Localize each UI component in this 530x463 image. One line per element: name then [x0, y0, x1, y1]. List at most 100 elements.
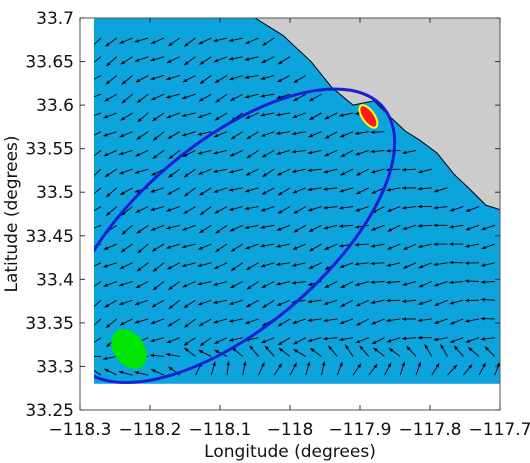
vector-arrow-head: [265, 345, 269, 351]
vector-arrow-head: [119, 133, 124, 138]
vector-arrow-head: [152, 286, 158, 291]
vector-arrow-head: [261, 59, 267, 63]
ticks: −118.3 −118.2 −118.1 −118 −117.9 −117.8 −117.7…: [25, 9, 530, 440]
vector-arrow-head: [402, 317, 407, 321]
vector-arrow-head: [150, 353, 155, 358]
vector-arrow-head: [434, 320, 439, 324]
vector-arrow-head: [417, 224, 422, 228]
vector-arrow-head: [119, 40, 124, 44]
vector-arrow-head: [198, 171, 203, 175]
vector-arrow-head: [261, 339, 266, 344]
vector-arrow-head: [402, 299, 407, 303]
vector-arrow-head: [213, 300, 218, 305]
vector-arrow-head: [119, 151, 124, 156]
vector-arrow-head: [306, 361, 311, 367]
vector-arrow-head: [167, 265, 172, 270]
vector-arrow-head: [105, 80, 111, 85]
vector-arrow-head: [433, 205, 438, 210]
vector-arrow-head: [166, 245, 171, 249]
vector-arrow-head: [307, 282, 313, 286]
vector-arrow-head: [293, 340, 298, 345]
vector-arrow-head: [244, 225, 250, 230]
vector-arrow-head: [417, 335, 422, 340]
vector-arrow-head: [151, 303, 157, 308]
vector-arrow-head: [278, 363, 282, 368]
vector-arrow-head: [199, 97, 204, 102]
vector-arrow-head: [214, 265, 219, 269]
vector-arrow: [94, 37, 102, 46]
vector-arrow-head: [150, 207, 155, 211]
x-tick-label: −118.1: [189, 420, 252, 440]
vector-arrow-head: [120, 60, 126, 65]
vector-arrow-head: [103, 356, 108, 361]
vector-arrow-head: [89, 210, 93, 214]
vector-arrow-head: [325, 134, 330, 139]
vector-arrow-head: [450, 320, 455, 325]
vector-arrow-head: [291, 131, 297, 136]
vector-arrow-head: [262, 304, 267, 308]
vector-arrow-head: [449, 301, 455, 305]
vector-arrow-head: [278, 347, 284, 352]
vector-arrow-head: [406, 346, 411, 351]
vector-arrow-head: [119, 282, 124, 287]
vector-arrow-head: [246, 285, 252, 290]
vector-arrow-head: [276, 112, 281, 117]
vector-arrow: [94, 131, 102, 136]
vector-arrow-head: [293, 209, 298, 214]
vector-arrow-head: [277, 171, 282, 176]
vector-arrow-head: [496, 362, 500, 367]
vector-arrow-head: [153, 136, 158, 141]
vector-arrow-head: [307, 318, 312, 323]
vector-arrow-head: [119, 321, 125, 326]
vector-arrow-head: [324, 284, 330, 288]
vector-arrow-head: [262, 173, 267, 177]
vector-arrow-head: [276, 281, 281, 286]
vector-arrow-head: [135, 284, 141, 288]
vector-arrow-head: [388, 348, 394, 352]
vector-arrow-head: [292, 189, 298, 194]
vector-arrow-head: [480, 316, 485, 321]
vector-arrow-head: [355, 282, 360, 286]
vector-arrow-head: [229, 319, 234, 323]
vector-arrow-head: [465, 261, 470, 265]
vector-arrow-head: [229, 56, 234, 61]
vector-arrow-head: [452, 364, 457, 370]
vector-arrow-head: [249, 345, 254, 350]
vector-arrow-head: [417, 204, 422, 209]
vector-arrow-head: [261, 362, 265, 367]
vector-arrow-head: [228, 187, 234, 192]
vector-arrow-head: [135, 209, 140, 213]
vector-arrow-head: [89, 135, 93, 138]
vector-arrow-head: [417, 361, 422, 367]
vector-arrow-head: [435, 363, 440, 368]
vector-arrow-head: [152, 154, 157, 159]
vector-arrow-head: [106, 193, 111, 198]
vector-arrow-head: [199, 229, 204, 233]
vector-arrow-head: [370, 244, 376, 248]
vector-arrow-head: [181, 244, 187, 249]
vector-arrow-head: [386, 187, 391, 192]
vector-arrow-head: [87, 355, 91, 359]
vector-arrow-head: [134, 320, 140, 324]
vector-arrow-head: [182, 95, 187, 100]
vector-arrow-head: [118, 370, 124, 375]
vector-arrow-head: [433, 337, 438, 342]
vector-arrow-head: [449, 280, 454, 285]
vector-arrow-head: [153, 267, 158, 272]
vector-arrow-head: [454, 345, 459, 351]
vector-arrow-head: [260, 225, 265, 229]
vector-arrow-head: [277, 302, 282, 306]
vector-arrow-head: [402, 150, 407, 155]
vector-arrow-head: [198, 246, 203, 250]
vector-arrow-head: [449, 242, 454, 246]
y-axis-label: Latitude (degrees): [2, 135, 22, 292]
vector-arrow-head: [166, 226, 171, 230]
y-tick-label: 33.45: [25, 227, 74, 247]
vector-arrow-head: [433, 262, 438, 267]
vector-arrow-head: [339, 264, 345, 268]
vector-arrow-head: [293, 79, 299, 83]
land-area: [254, 18, 500, 211]
vector-arrow-head: [198, 40, 204, 45]
vector-arrow-head: [212, 361, 216, 367]
vector-arrow: [94, 93, 102, 98]
